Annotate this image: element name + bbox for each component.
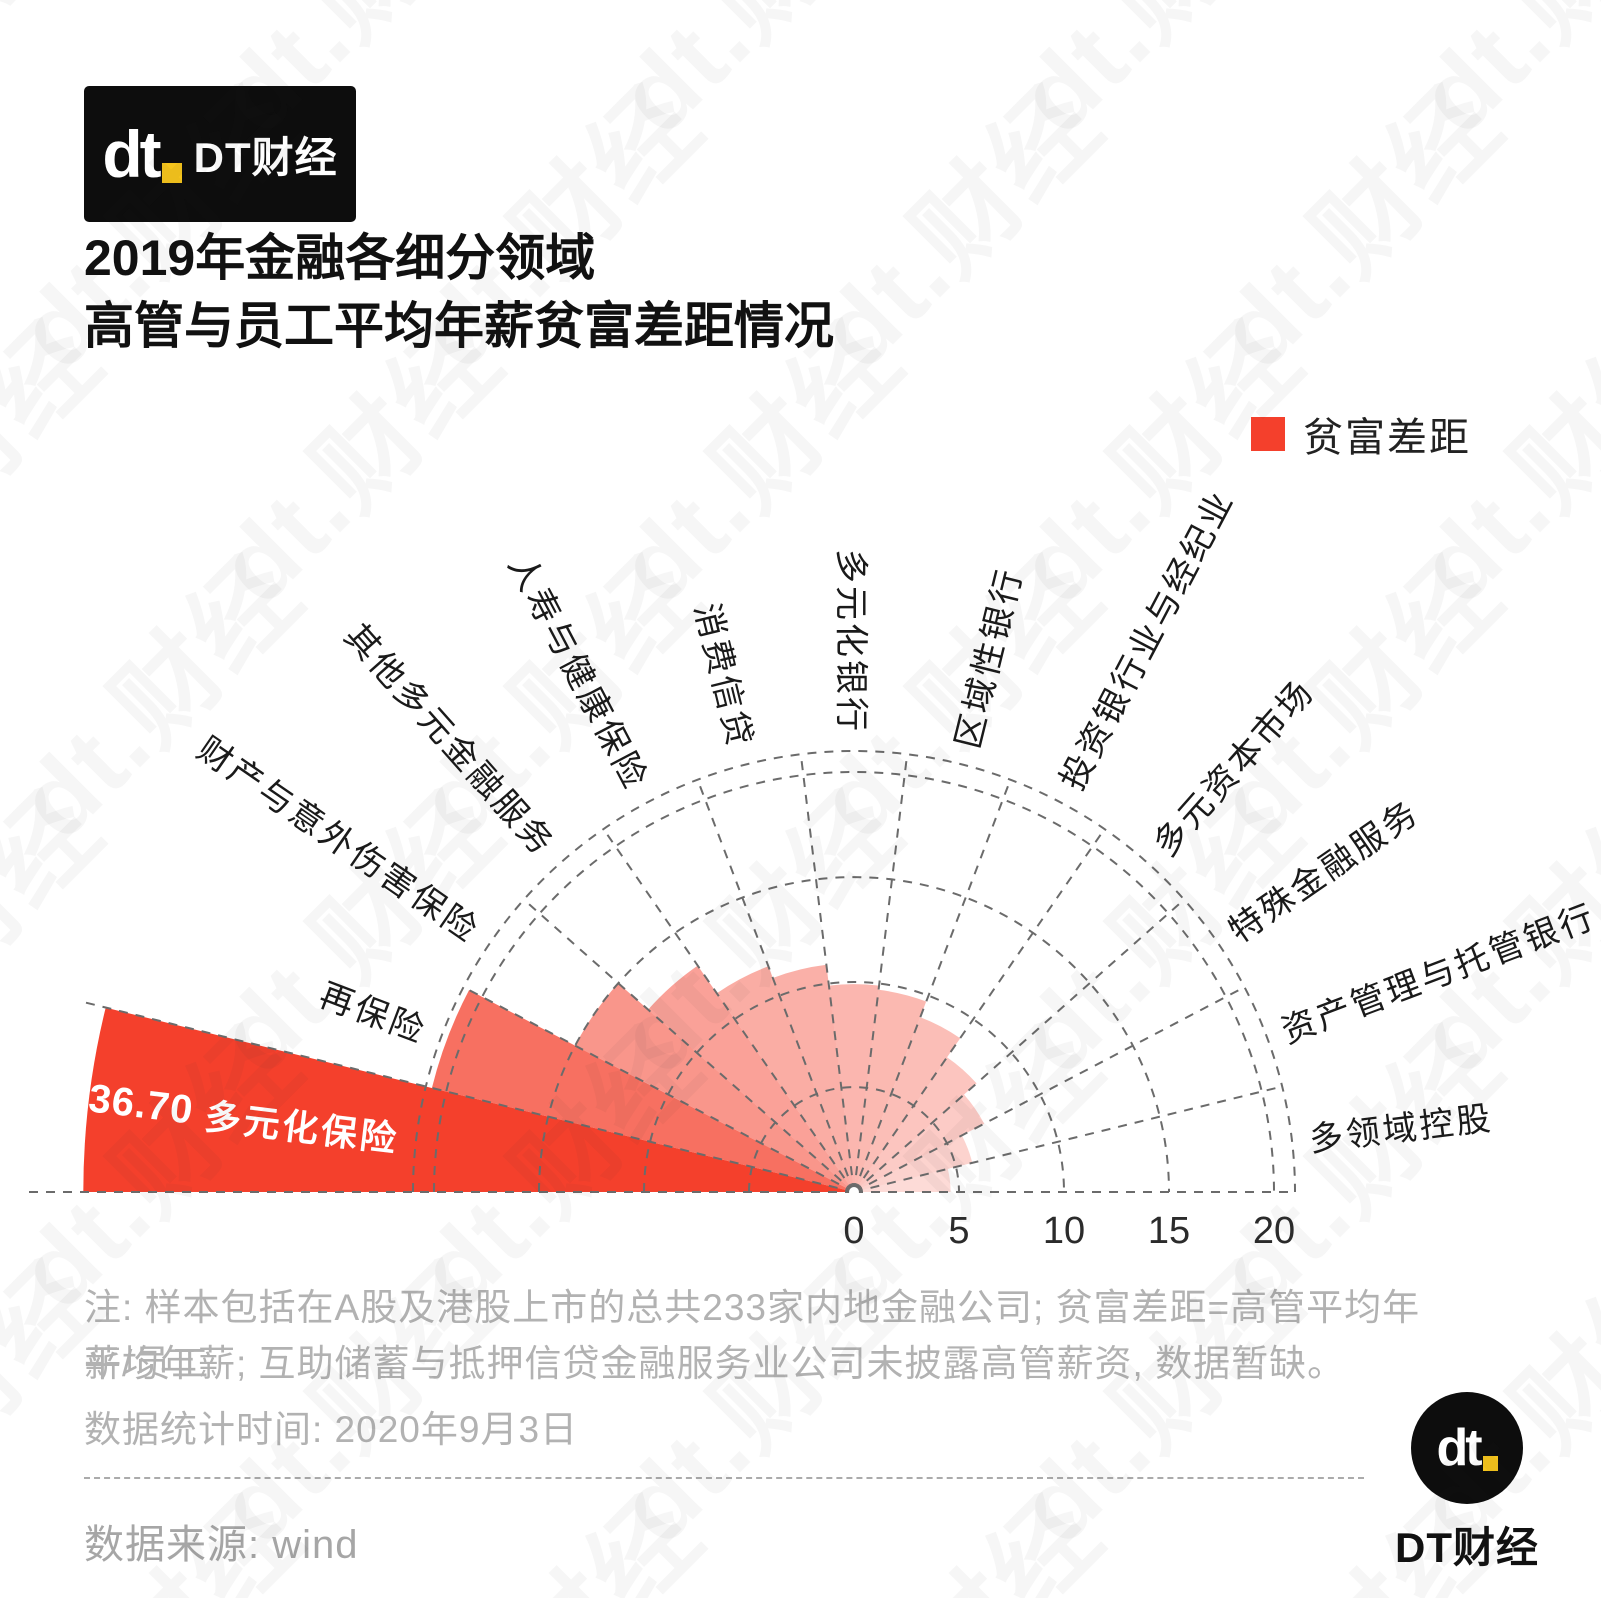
axis-tick-5: 5 [948, 1210, 970, 1252]
sector-消费信贷 [772, 964, 854, 1192]
legend-swatch-icon [1251, 417, 1285, 451]
radial-gridline [523, 898, 855, 1193]
sector-特殊金融服务 [854, 1094, 985, 1192]
radial-gridline [853, 828, 1106, 1193]
sector-人寿与健康保险 [716, 966, 854, 1192]
sector-其他多元金融服务 [648, 965, 854, 1192]
note-line-1: 注: 样本包括在A股及港股上市的总共233家内地金融公司; 贫富差距=高管平均年… [84, 1287, 1421, 1384]
brand-name: DT财经 [193, 133, 338, 181]
sector-多元化保险 [83, 1007, 855, 1192]
footer-logo: dt DT财经 [1395, 1392, 1538, 1575]
grid-arc-5 [748, 1086, 960, 1193]
radial-gridline [853, 898, 1185, 1193]
radial-gridline [463, 986, 855, 1193]
grid-arc-20 [433, 771, 1275, 1193]
dashed-separator [84, 1477, 1364, 1479]
chart-center-dot [849, 1187, 859, 1197]
axis-tick-10: 10 [1042, 1210, 1086, 1252]
title-line-1: 2019年金融各细分领域 [84, 230, 596, 286]
data-source: 数据来源: wind [84, 1523, 359, 1567]
sector-区域性银行 [854, 989, 927, 1192]
radial-gridline [799, 754, 855, 1193]
grid-arc-10 [643, 981, 1065, 1193]
note-line-2: 平均年薪; 互助储蓄与抵押信贷金融服务业公司未披露高管薪资, 数据暂缺。 [84, 1343, 1346, 1384]
sector-再保险 [431, 990, 854, 1192]
radial-gridline [853, 986, 1245, 1193]
footer-brand-name: DT财经 [1395, 1524, 1539, 1571]
axis-tick-0: 0 [843, 1210, 865, 1252]
page-title: 2019年金融各细分领域 高管与员工平均年薪贫富差距情况 [84, 224, 834, 360]
radial-gridline [81, 1000, 855, 1193]
dt-logo-icon: dt [102, 117, 182, 191]
footer-dt-letters: dt [1436, 1419, 1482, 1477]
radial-gridline [602, 828, 855, 1193]
sector-多元化银行 [828, 984, 880, 1192]
axis-tick-15: 15 [1147, 1210, 1191, 1252]
sector-投资银行业与经纪业 [854, 1017, 961, 1192]
brand-logo: dt DT财经 [84, 86, 356, 222]
radial-gridline [853, 754, 909, 1193]
sector-多元资本市场 [854, 1057, 977, 1192]
grid-arc-15 [538, 876, 1170, 1193]
footer-dt-dot-icon [1482, 1456, 1498, 1471]
dt-logo-dot-icon [161, 163, 182, 183]
legend-label: 贫富差距 [1303, 416, 1471, 460]
axis-tick-20: 20 [1252, 1210, 1296, 1252]
sector-财产与意外伤害保险 [575, 983, 854, 1192]
dt-logo-letters: dt [102, 117, 161, 191]
dt-logo-circle-icon: dt [1411, 1392, 1523, 1504]
radial-gridline [696, 779, 855, 1193]
note-stat-time: 数据统计时间: 2020年9月3日 [84, 1409, 579, 1450]
radial-gridline [853, 1085, 1283, 1193]
title-line-2: 高管与员工平均年薪贫富差距情况 [84, 298, 834, 354]
radial-gridline [853, 779, 1012, 1193]
legend: 贫富差距 [1251, 405, 1471, 463]
sector-资产管理与托管银行 [854, 1135, 973, 1192]
category-label-多元化银行: 多元化银行 [831, 549, 870, 734]
